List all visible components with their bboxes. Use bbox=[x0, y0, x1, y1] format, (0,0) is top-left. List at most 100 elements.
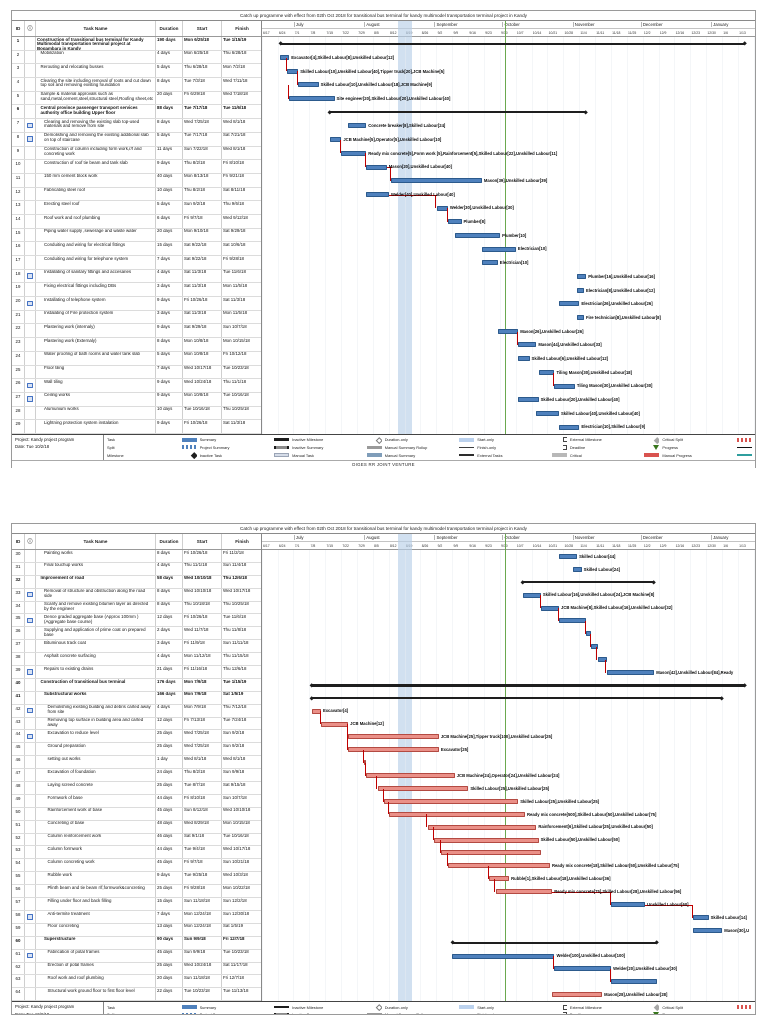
month-label: December bbox=[640, 22, 663, 27]
critical-task-bar bbox=[552, 992, 603, 998]
task-duration-cell: 8 days bbox=[156, 550, 183, 562]
task-row: 53 Column formwork 44 days Tue 9/4/18 Wed 10… bbox=[12, 846, 261, 860]
task-id-cell: 30 bbox=[12, 550, 25, 562]
constraint-indicator-icon bbox=[27, 122, 33, 129]
task-name-cell: Erection of potal frames bbox=[36, 962, 156, 975]
legend-item: Inactive Milestone bbox=[292, 1003, 382, 1011]
column-header-id: ID bbox=[12, 21, 25, 36]
task-finish-cell: Thu 9/6/18 bbox=[223, 201, 244, 206]
task-indicator-cell bbox=[25, 949, 36, 962]
legend-label: Deadline bbox=[569, 1012, 586, 1015]
legend-label: Task bbox=[107, 437, 115, 443]
task-finish-cell: Fri 12/7/18 bbox=[223, 936, 245, 942]
legend-item: Finish-only bbox=[477, 444, 567, 452]
task-indicator-cell bbox=[25, 132, 36, 146]
task-start-cell: Fri 9/28/18 bbox=[183, 885, 222, 898]
gantt-row: Skilled Labour[16],Unskilled Labour[24],… bbox=[262, 589, 755, 602]
task-finish-cell: Mon 10/15/18 bbox=[223, 338, 250, 343]
constraint-indicator-icon bbox=[27, 382, 33, 389]
task-id-cell: 3 bbox=[12, 64, 25, 78]
gantt-bar-area: Skilled Labour[44] Skilled Labour[24] Skil… bbox=[262, 550, 755, 1002]
task-id-cell: 34 bbox=[12, 601, 25, 614]
constraint-indicator-icon bbox=[27, 136, 33, 142]
dependency-link bbox=[446, 208, 448, 222]
legend-swatch-milestone bbox=[191, 451, 197, 459]
task-id-cell: 56 bbox=[12, 885, 25, 898]
gantt-row: Mason[44],Unskilled Labour[33] bbox=[262, 338, 755, 352]
task-indicator-cell bbox=[25, 562, 36, 575]
week-label: 11/25 bbox=[628, 543, 637, 548]
task-finish-cell: Thu 11/8/18 bbox=[223, 627, 247, 632]
bar-resource-label: Excavator[25] bbox=[440, 747, 469, 753]
task-finish-cell: Sat 8/11/18 bbox=[223, 187, 246, 193]
dependency-link bbox=[285, 57, 287, 72]
dependency-link bbox=[388, 194, 438, 196]
timeline-month-row: July August September October November Decemb… bbox=[262, 21, 755, 29]
legend-item: Manual Task bbox=[292, 451, 382, 459]
task-indicator-cell bbox=[25, 256, 36, 269]
legend-item: Manual Summary Rollup bbox=[385, 444, 475, 452]
task-duration-cell: 5 days bbox=[156, 201, 183, 214]
gantt-row: Ready mix concrete[500],Skilled Labour[5… bbox=[262, 808, 755, 821]
week-label: 12/16 bbox=[675, 543, 685, 548]
gantt-row: JCB Machine[24],Operator[24],Unskilled L… bbox=[262, 769, 755, 782]
month-label: August bbox=[364, 22, 380, 27]
task-bar bbox=[518, 397, 539, 403]
task-id-cell: 36 bbox=[12, 627, 25, 640]
task-duration-cell: 11 days bbox=[156, 146, 183, 160]
task-indicator-cell bbox=[25, 228, 36, 242]
task-row: 15 Piping water supply ,sewerage and wast… bbox=[12, 228, 261, 243]
legend-swatch-duration-only bbox=[459, 1005, 475, 1009]
task-id-cell: 40 bbox=[12, 678, 25, 691]
gantt-row: Skilled Labour[40],Unskilled Labour[40] bbox=[262, 407, 755, 421]
column-header-indicator: ⓘ bbox=[25, 534, 36, 549]
legend-item: Critical Split bbox=[662, 436, 752, 444]
legend-swatch-inactive-milestone bbox=[376, 1003, 382, 1011]
task-duration-cell: 1 day bbox=[156, 756, 183, 769]
legend-swatch-rollup bbox=[459, 1013, 475, 1014]
task-name-cell: Water proofing of bath rooms and water t… bbox=[36, 351, 156, 365]
task-finish-cell: Sun 11/11/18 bbox=[223, 640, 249, 645]
legend-swatch-inactive-task bbox=[274, 453, 290, 458]
week-label: 7/22 bbox=[342, 543, 349, 548]
summary-bar bbox=[311, 684, 745, 687]
week-label: 9/30 bbox=[501, 544, 508, 548]
task-duration-cell: 48 days bbox=[156, 820, 183, 833]
task-row: 31 Final touchup works 4 days Thu 11/1/18 Su… bbox=[12, 562, 261, 576]
gantt-row: Mason[39],Unskilled Labour[39] bbox=[262, 174, 755, 188]
gantt-row bbox=[262, 614, 755, 627]
legend-item: Progress bbox=[662, 1011, 752, 1014]
task-finish-cell: Tue 11/6/18 bbox=[223, 269, 246, 275]
task-name-cell: Conduiting and wiring for electrical fit… bbox=[36, 242, 156, 255]
column-header-indicator: ⓘ bbox=[25, 21, 36, 36]
task-row: 24 Water proofing of bath rooms and water… bbox=[12, 351, 261, 366]
task-indicator-cell bbox=[25, 923, 36, 936]
task-row: 23 Plastering work (Externaly) 8 days Mon 1… bbox=[12, 338, 261, 352]
task-indicator-cell bbox=[25, 691, 36, 704]
summary-bar bbox=[330, 111, 587, 114]
task-indicator-cell bbox=[25, 820, 36, 833]
task-bar bbox=[391, 178, 482, 184]
gantt-row: Excavator[4],Skilled Labour[8],Unskilled… bbox=[262, 51, 755, 65]
legend-item: Finish-only bbox=[477, 1011, 567, 1014]
task-duration-cell: 88 days bbox=[156, 105, 183, 119]
task-duration-cell: 9 days bbox=[156, 392, 183, 406]
task-row: 21 Instalating of Fire protection system 3… bbox=[12, 310, 261, 325]
legend-label: Inactive Task bbox=[199, 452, 222, 458]
task-duration-cell: 8 days bbox=[156, 78, 183, 91]
gantt-row: Electrician[10],Skilled Labour[9] bbox=[262, 420, 755, 434]
dependency-link bbox=[346, 724, 348, 738]
task-name-cell: Excavation to reduce level bbox=[36, 730, 156, 743]
gantt-row bbox=[262, 692, 755, 705]
task-bar bbox=[540, 605, 559, 611]
task-duration-cell: 15 days bbox=[156, 242, 183, 255]
task-finish-cell: Sun 12/30/18 bbox=[223, 910, 250, 916]
task-id-cell: 20 bbox=[12, 297, 25, 310]
gantt-row: JCB Machine[5],Operator[5],Unskilled Lab… bbox=[262, 133, 755, 147]
task-table-rows: 30 Painting works 8 days Fri 10/26/18 Fri 11… bbox=[12, 550, 261, 1002]
week-label: 1/6 bbox=[723, 543, 728, 548]
week-label: 6/17 bbox=[263, 543, 270, 548]
week-label: 1/13 bbox=[739, 30, 746, 35]
task-indicator-cell bbox=[25, 833, 36, 846]
task-start-cell: Thu 6/28/18 bbox=[183, 64, 222, 78]
